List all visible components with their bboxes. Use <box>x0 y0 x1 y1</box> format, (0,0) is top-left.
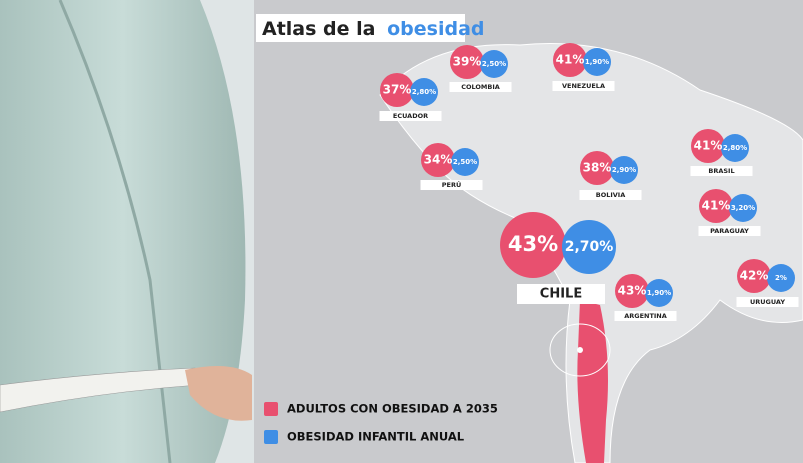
location-dot <box>577 347 583 353</box>
title-highlight: obesidad <box>387 18 484 40</box>
country-label-box <box>517 284 605 304</box>
hand <box>185 366 252 421</box>
country-label-box <box>579 190 642 200</box>
country-label-box <box>420 180 483 190</box>
child-bubble <box>610 156 638 184</box>
country-label: URUGUAY <box>750 298 785 306</box>
photo <box>0 0 254 463</box>
adult-bubble <box>380 73 414 107</box>
child-value: 2,90% <box>612 166 636 174</box>
child-value: 2,80% <box>412 88 436 96</box>
adult-bubble <box>699 189 733 223</box>
country-label-box <box>379 111 442 121</box>
title-text: Atlas de la obesidad <box>262 18 485 40</box>
adult-value: 43% <box>618 284 647 298</box>
child-bubble <box>645 279 673 307</box>
adult-value: 43% <box>508 232 558 256</box>
title-box <box>256 14 465 42</box>
legend-swatch <box>264 430 278 444</box>
title: Atlas de la obesidad <box>256 14 485 42</box>
child-value: 2,50% <box>453 158 477 166</box>
child-value: 3,20% <box>731 204 755 212</box>
child-bubble <box>410 78 438 106</box>
child-bubble <box>767 264 795 292</box>
adult-value: 41% <box>694 139 723 153</box>
country-label-box <box>449 82 512 92</box>
legend: ADULTOS CON OBESIDAD A 2035 OBESIDAD INFA… <box>264 402 498 444</box>
adult-value: 38% <box>583 161 612 175</box>
adult-bubble <box>553 43 587 77</box>
child-bubble <box>562 220 616 274</box>
child-bubble <box>729 194 757 222</box>
adult-bubble <box>691 129 725 163</box>
adult-value: 39% <box>453 55 482 69</box>
child-value: 1,90% <box>585 58 609 66</box>
adult-value: 34% <box>424 153 453 167</box>
title-prefix: Atlas de la <box>262 18 375 40</box>
child-bubble <box>583 48 611 76</box>
adult-bubble <box>615 274 649 308</box>
country-label-box <box>698 226 761 236</box>
adult-value: 41% <box>702 199 731 213</box>
highlight-circle <box>549 323 611 377</box>
adult-bubble <box>580 151 614 185</box>
country-label-box <box>552 81 615 91</box>
country-label-box <box>614 311 677 321</box>
child-value: 1,90% <box>647 289 671 297</box>
country-label: PERÚ <box>442 180 462 189</box>
adult-value: 37% <box>383 83 412 97</box>
country-label-box <box>736 297 799 307</box>
country-label: VENEZUELA <box>562 82 605 90</box>
child-bubble <box>451 148 479 176</box>
country-label: PARAGUAY <box>710 227 749 235</box>
country-label: BRASIL <box>708 167 734 175</box>
adult-bubble <box>737 259 771 293</box>
chile-territory <box>577 300 608 463</box>
child-value: 2,80% <box>723 144 747 152</box>
legend-swatch <box>264 402 278 416</box>
adult-bubble <box>421 143 455 177</box>
child-value: 2,50% <box>482 60 506 68</box>
child-bubble <box>721 134 749 162</box>
country-label: ARGENTINA <box>624 312 667 320</box>
country-label: COLOMBIA <box>461 83 500 91</box>
country-label: CHILE <box>540 287 582 302</box>
child-bubble <box>480 50 508 78</box>
legend-label: ADULTOS CON OBESIDAD A 2035 <box>287 402 498 416</box>
country-label: ECUADOR <box>393 112 428 120</box>
adult-value: 41% <box>556 53 585 67</box>
country-label: BOLIVIA <box>596 191 626 199</box>
child-value: 2% <box>775 274 787 282</box>
adult-value: 42% <box>740 269 769 283</box>
child-value: 2,70% <box>565 239 614 255</box>
legend-label: OBESIDAD INFANTIL ANUAL <box>287 430 465 444</box>
adult-bubble <box>450 45 484 79</box>
country-label-box <box>690 166 753 176</box>
shirt <box>0 0 246 463</box>
shirt-placket <box>58 0 172 463</box>
adult-bubble <box>500 212 566 278</box>
